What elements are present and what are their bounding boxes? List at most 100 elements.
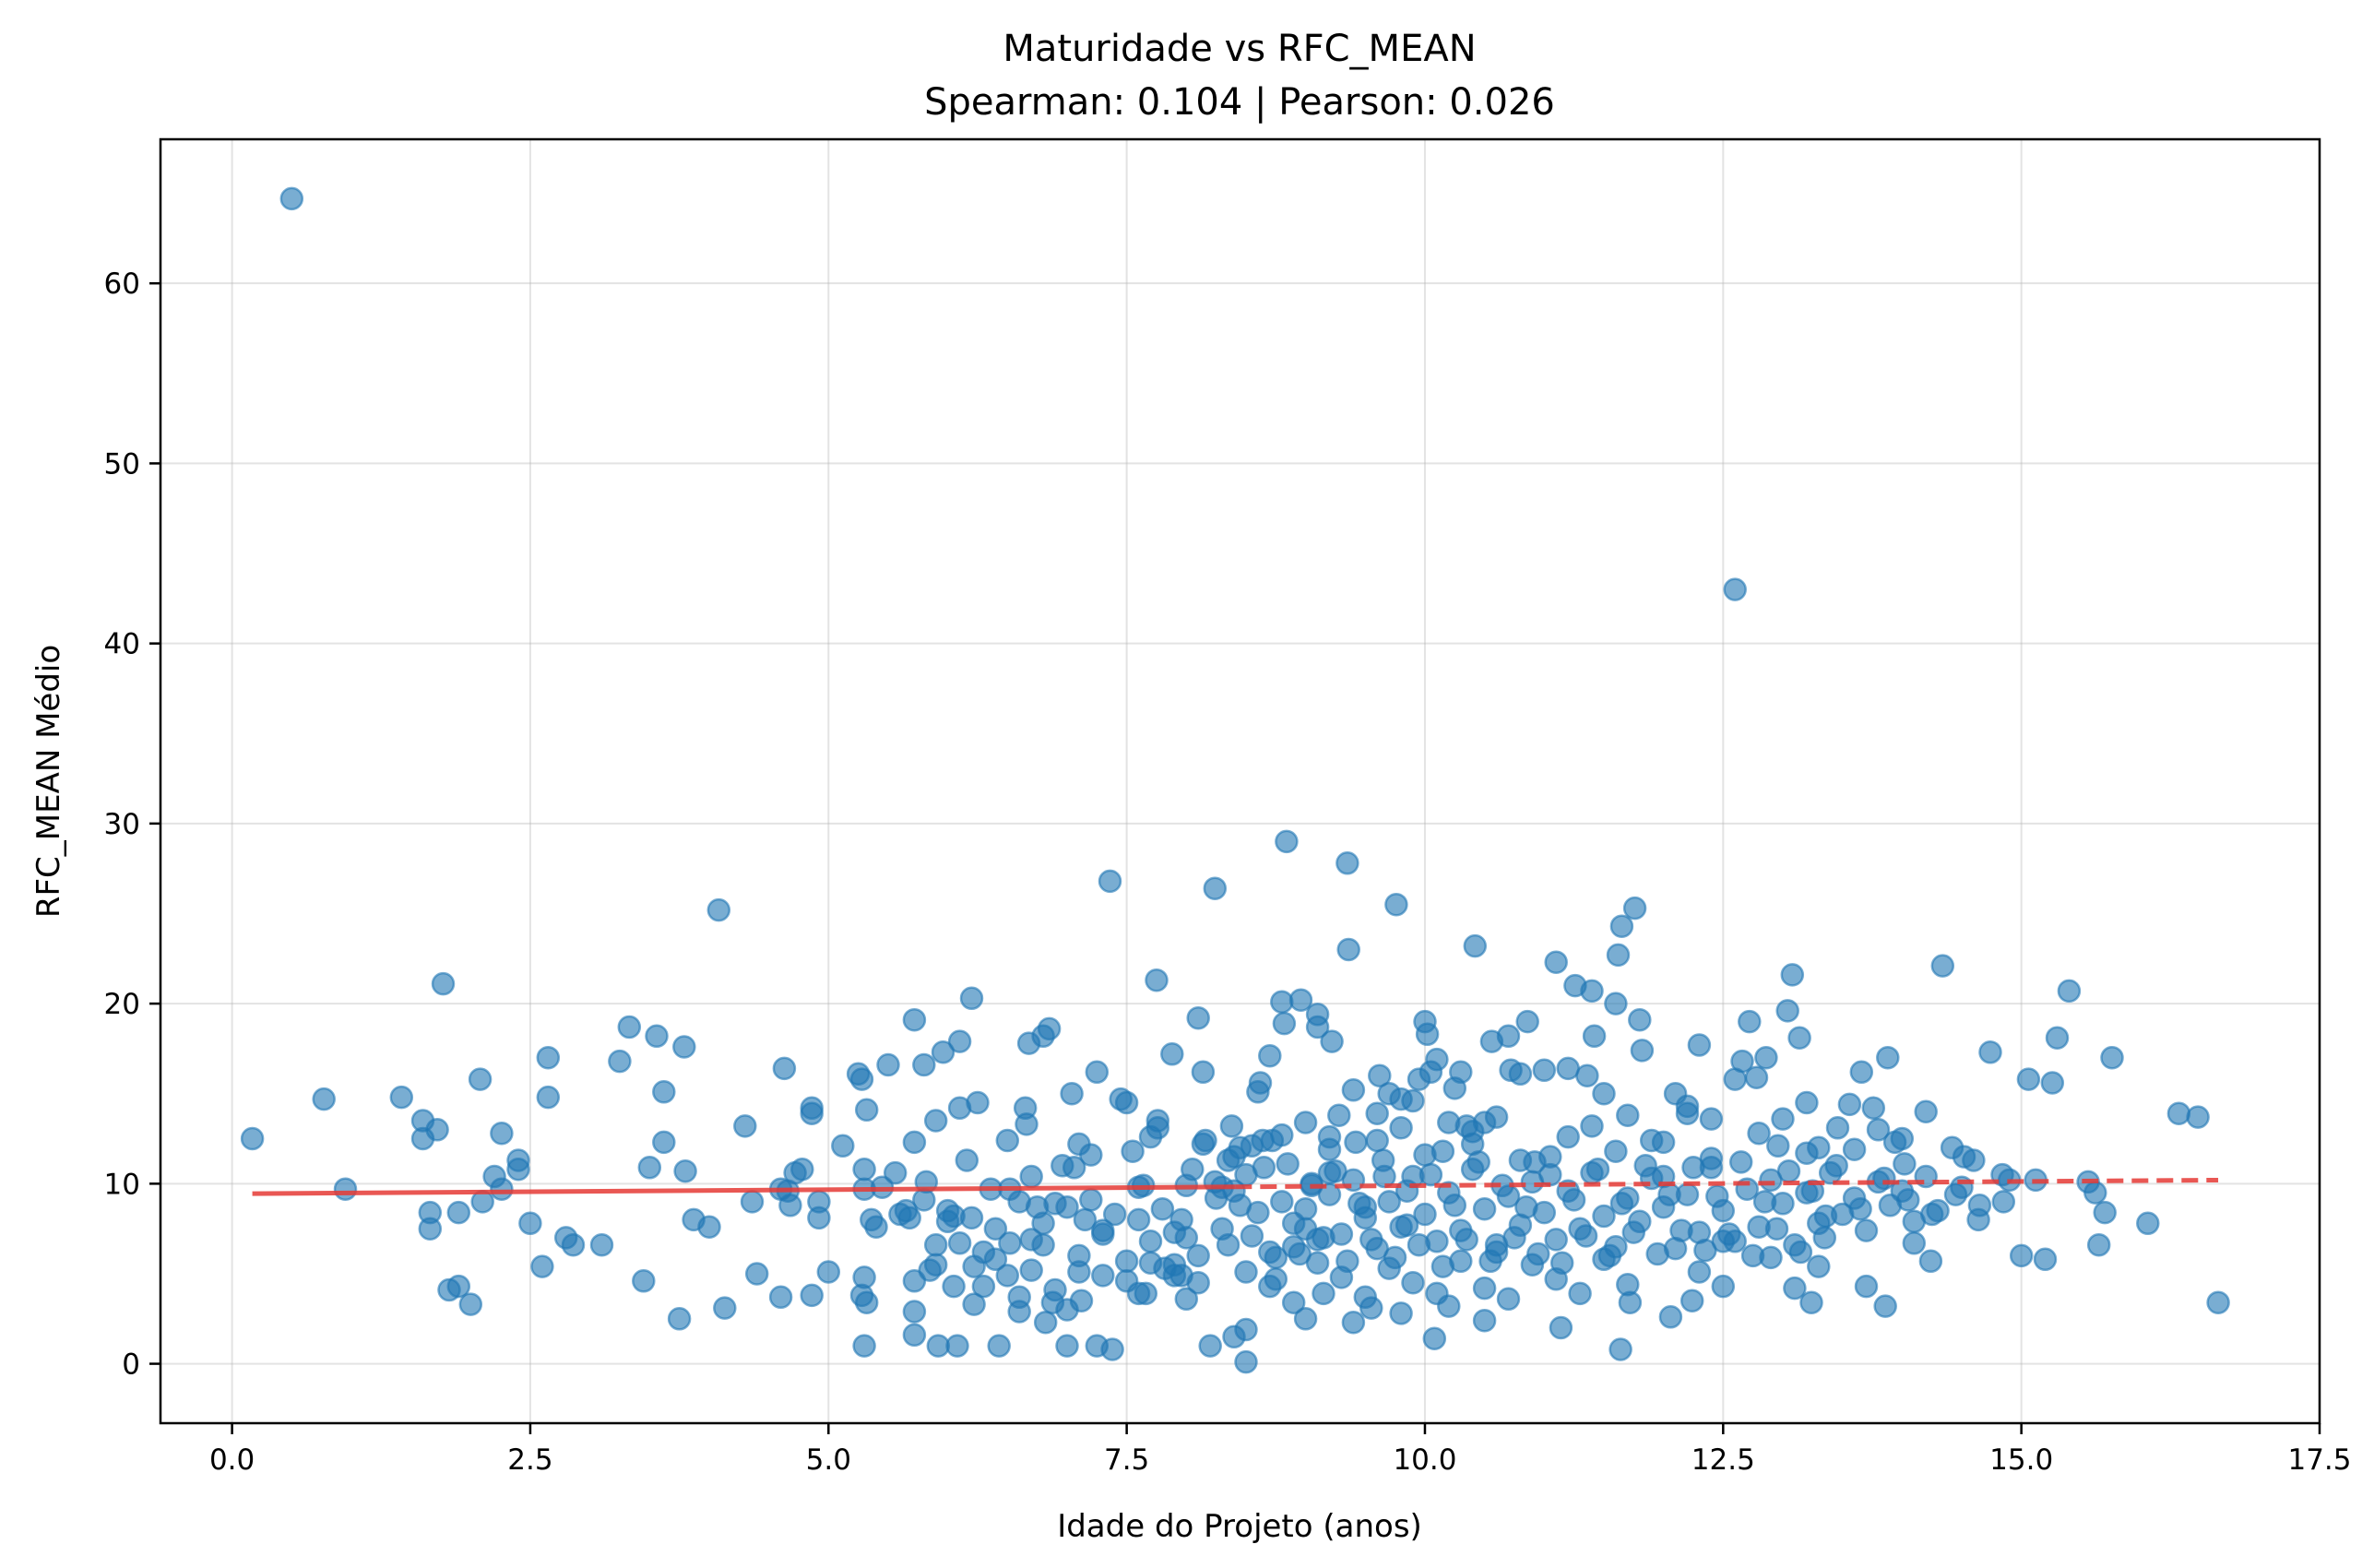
data-point xyxy=(935,1209,960,1234)
data-point xyxy=(1454,1228,1478,1252)
data-point xyxy=(2033,1247,2058,1272)
data-point xyxy=(1902,1231,1927,1255)
x-tick-label: 0.0 xyxy=(209,1443,255,1477)
data-point xyxy=(1675,1101,1700,1125)
data-point xyxy=(1293,1196,1318,1221)
data-point xyxy=(2086,1232,2111,1257)
data-point xyxy=(1126,1207,1151,1232)
data-point xyxy=(1842,1137,1867,1161)
data-point xyxy=(1872,1166,1896,1191)
y-axis-label: RFC_MEAN Médio xyxy=(30,645,67,918)
data-point xyxy=(1943,1182,1968,1206)
data-point xyxy=(1730,1049,1754,1074)
data-point xyxy=(1738,1009,1762,1034)
data-point xyxy=(1234,1317,1258,1342)
y-tick-label: 10 xyxy=(104,1168,140,1201)
data-point xyxy=(1389,1301,1413,1325)
data-point xyxy=(1514,1194,1538,1219)
data-point xyxy=(1415,1022,1440,1047)
data-point xyxy=(1861,1096,1886,1121)
data-point xyxy=(1085,1060,1110,1085)
data-point xyxy=(608,1049,632,1074)
data-point xyxy=(1371,1148,1395,1172)
trend-line-solid xyxy=(252,1184,1236,1196)
data-point xyxy=(1222,1145,1246,1169)
data-point xyxy=(902,1323,927,1348)
data-point xyxy=(1091,1218,1115,1242)
data-point xyxy=(1248,1071,1273,1095)
data-point xyxy=(530,1254,554,1278)
data-point xyxy=(1515,1009,1539,1034)
data-point xyxy=(1606,943,1631,968)
data-point xyxy=(431,971,456,996)
data-point xyxy=(864,1215,888,1239)
data-point xyxy=(1067,1260,1091,1284)
data-point xyxy=(1837,1092,1862,1117)
data-point xyxy=(1873,1294,1897,1318)
data-point xyxy=(888,1202,912,1227)
data-point xyxy=(1413,1202,1437,1227)
data-point xyxy=(1854,1274,1879,1299)
data-point xyxy=(1752,1190,1777,1214)
data-point xyxy=(1162,1220,1187,1244)
data-point xyxy=(1327,1103,1351,1127)
data-point xyxy=(1621,1220,1646,1244)
data-point xyxy=(1780,963,1805,987)
data-point xyxy=(923,1232,948,1257)
data-point xyxy=(987,1334,1011,1358)
data-point xyxy=(279,186,304,211)
data-point xyxy=(1633,1154,1657,1178)
data-point xyxy=(1062,1156,1086,1180)
data-point xyxy=(1466,1150,1490,1174)
data-point xyxy=(1252,1156,1276,1180)
data-point xyxy=(959,986,984,1011)
data-point xyxy=(1645,1241,1669,1266)
data-point xyxy=(1795,1090,1819,1115)
y-tick-label: 50 xyxy=(104,447,140,481)
data-point xyxy=(1335,851,1359,875)
data-point xyxy=(1866,1118,1891,1142)
data-point xyxy=(1776,1158,1801,1183)
data-point xyxy=(1496,1287,1521,1312)
data-point xyxy=(768,1285,793,1310)
data-point xyxy=(876,1052,900,1077)
data-point xyxy=(1383,1245,1407,1270)
data-point xyxy=(1389,1215,1413,1239)
data-point xyxy=(1825,1116,1850,1140)
data-point xyxy=(645,1024,669,1049)
data-point xyxy=(446,1200,471,1225)
data-point xyxy=(1575,1063,1599,1087)
data-point xyxy=(1807,1254,1831,1278)
data-point xyxy=(1203,876,1228,900)
data-point xyxy=(1740,1243,1765,1268)
data-point xyxy=(1723,577,1747,601)
data-point xyxy=(673,1158,697,1183)
data-point xyxy=(1914,1099,1938,1123)
data-point xyxy=(652,1080,676,1104)
data-point xyxy=(1800,1179,1825,1203)
y-tick-label: 60 xyxy=(104,267,140,301)
data-point xyxy=(1526,1241,1550,1266)
data-point xyxy=(800,1283,824,1308)
data-point xyxy=(1437,1294,1461,1318)
data-point xyxy=(1508,1062,1533,1087)
data-point xyxy=(2166,1101,2191,1125)
data-point xyxy=(1353,1285,1378,1310)
data-point xyxy=(240,1126,265,1151)
x-tick-label: 7.5 xyxy=(1104,1443,1149,1477)
data-point xyxy=(1849,1060,1874,1085)
data-point xyxy=(772,1056,797,1081)
data-point xyxy=(1930,954,1955,978)
data-point xyxy=(1055,1298,1079,1322)
data-point xyxy=(1174,1287,1199,1312)
data-point xyxy=(632,1269,656,1293)
data-point xyxy=(1549,1315,1573,1340)
data-point xyxy=(1228,1194,1252,1218)
data-point xyxy=(1365,1128,1389,1153)
data-point xyxy=(1669,1218,1693,1242)
data-point xyxy=(1138,1229,1163,1253)
data-point xyxy=(1764,1217,1789,1241)
data-point xyxy=(1687,1033,1712,1057)
data-point xyxy=(807,1206,831,1230)
data-point xyxy=(536,1045,561,1070)
